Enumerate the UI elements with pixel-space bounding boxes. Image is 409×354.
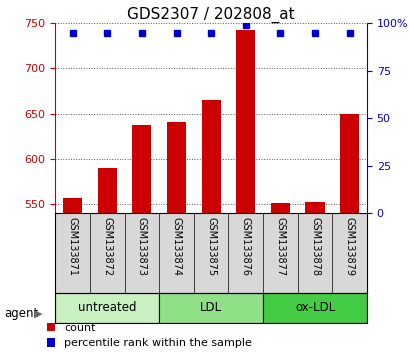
Title: GDS2307 / 202808_at: GDS2307 / 202808_at [127,7,294,23]
Text: GSM133878: GSM133878 [309,217,319,276]
Text: LDL: LDL [200,301,222,314]
Text: GSM133879: GSM133879 [344,217,354,276]
Bar [339,114,358,213]
Bar [305,201,324,213]
Text: GSM133873: GSM133873 [137,217,146,276]
Text: GSM133875: GSM133875 [206,217,216,276]
Bar [270,204,289,213]
Text: ox-LDL: ox-LDL [294,301,334,314]
Text: agent: agent [4,308,38,320]
Text: ▶: ▶ [34,309,42,319]
Text: GSM133871: GSM133871 [67,217,77,276]
Bar [132,125,151,213]
Text: GSM133874: GSM133874 [171,217,181,276]
Bar [63,198,82,213]
Text: untreated: untreated [78,301,136,314]
Bar [201,100,220,213]
Bar [166,122,186,213]
Bar [159,293,263,323]
Legend: count, percentile rank within the sample: count, percentile rank within the sample [47,322,252,348]
Text: GSM133877: GSM133877 [275,217,285,276]
Bar [263,293,366,323]
Text: GSM133876: GSM133876 [240,217,250,276]
Bar [55,293,159,323]
Bar [236,30,255,213]
Bar [97,168,117,213]
Text: GSM133872: GSM133872 [102,217,112,276]
